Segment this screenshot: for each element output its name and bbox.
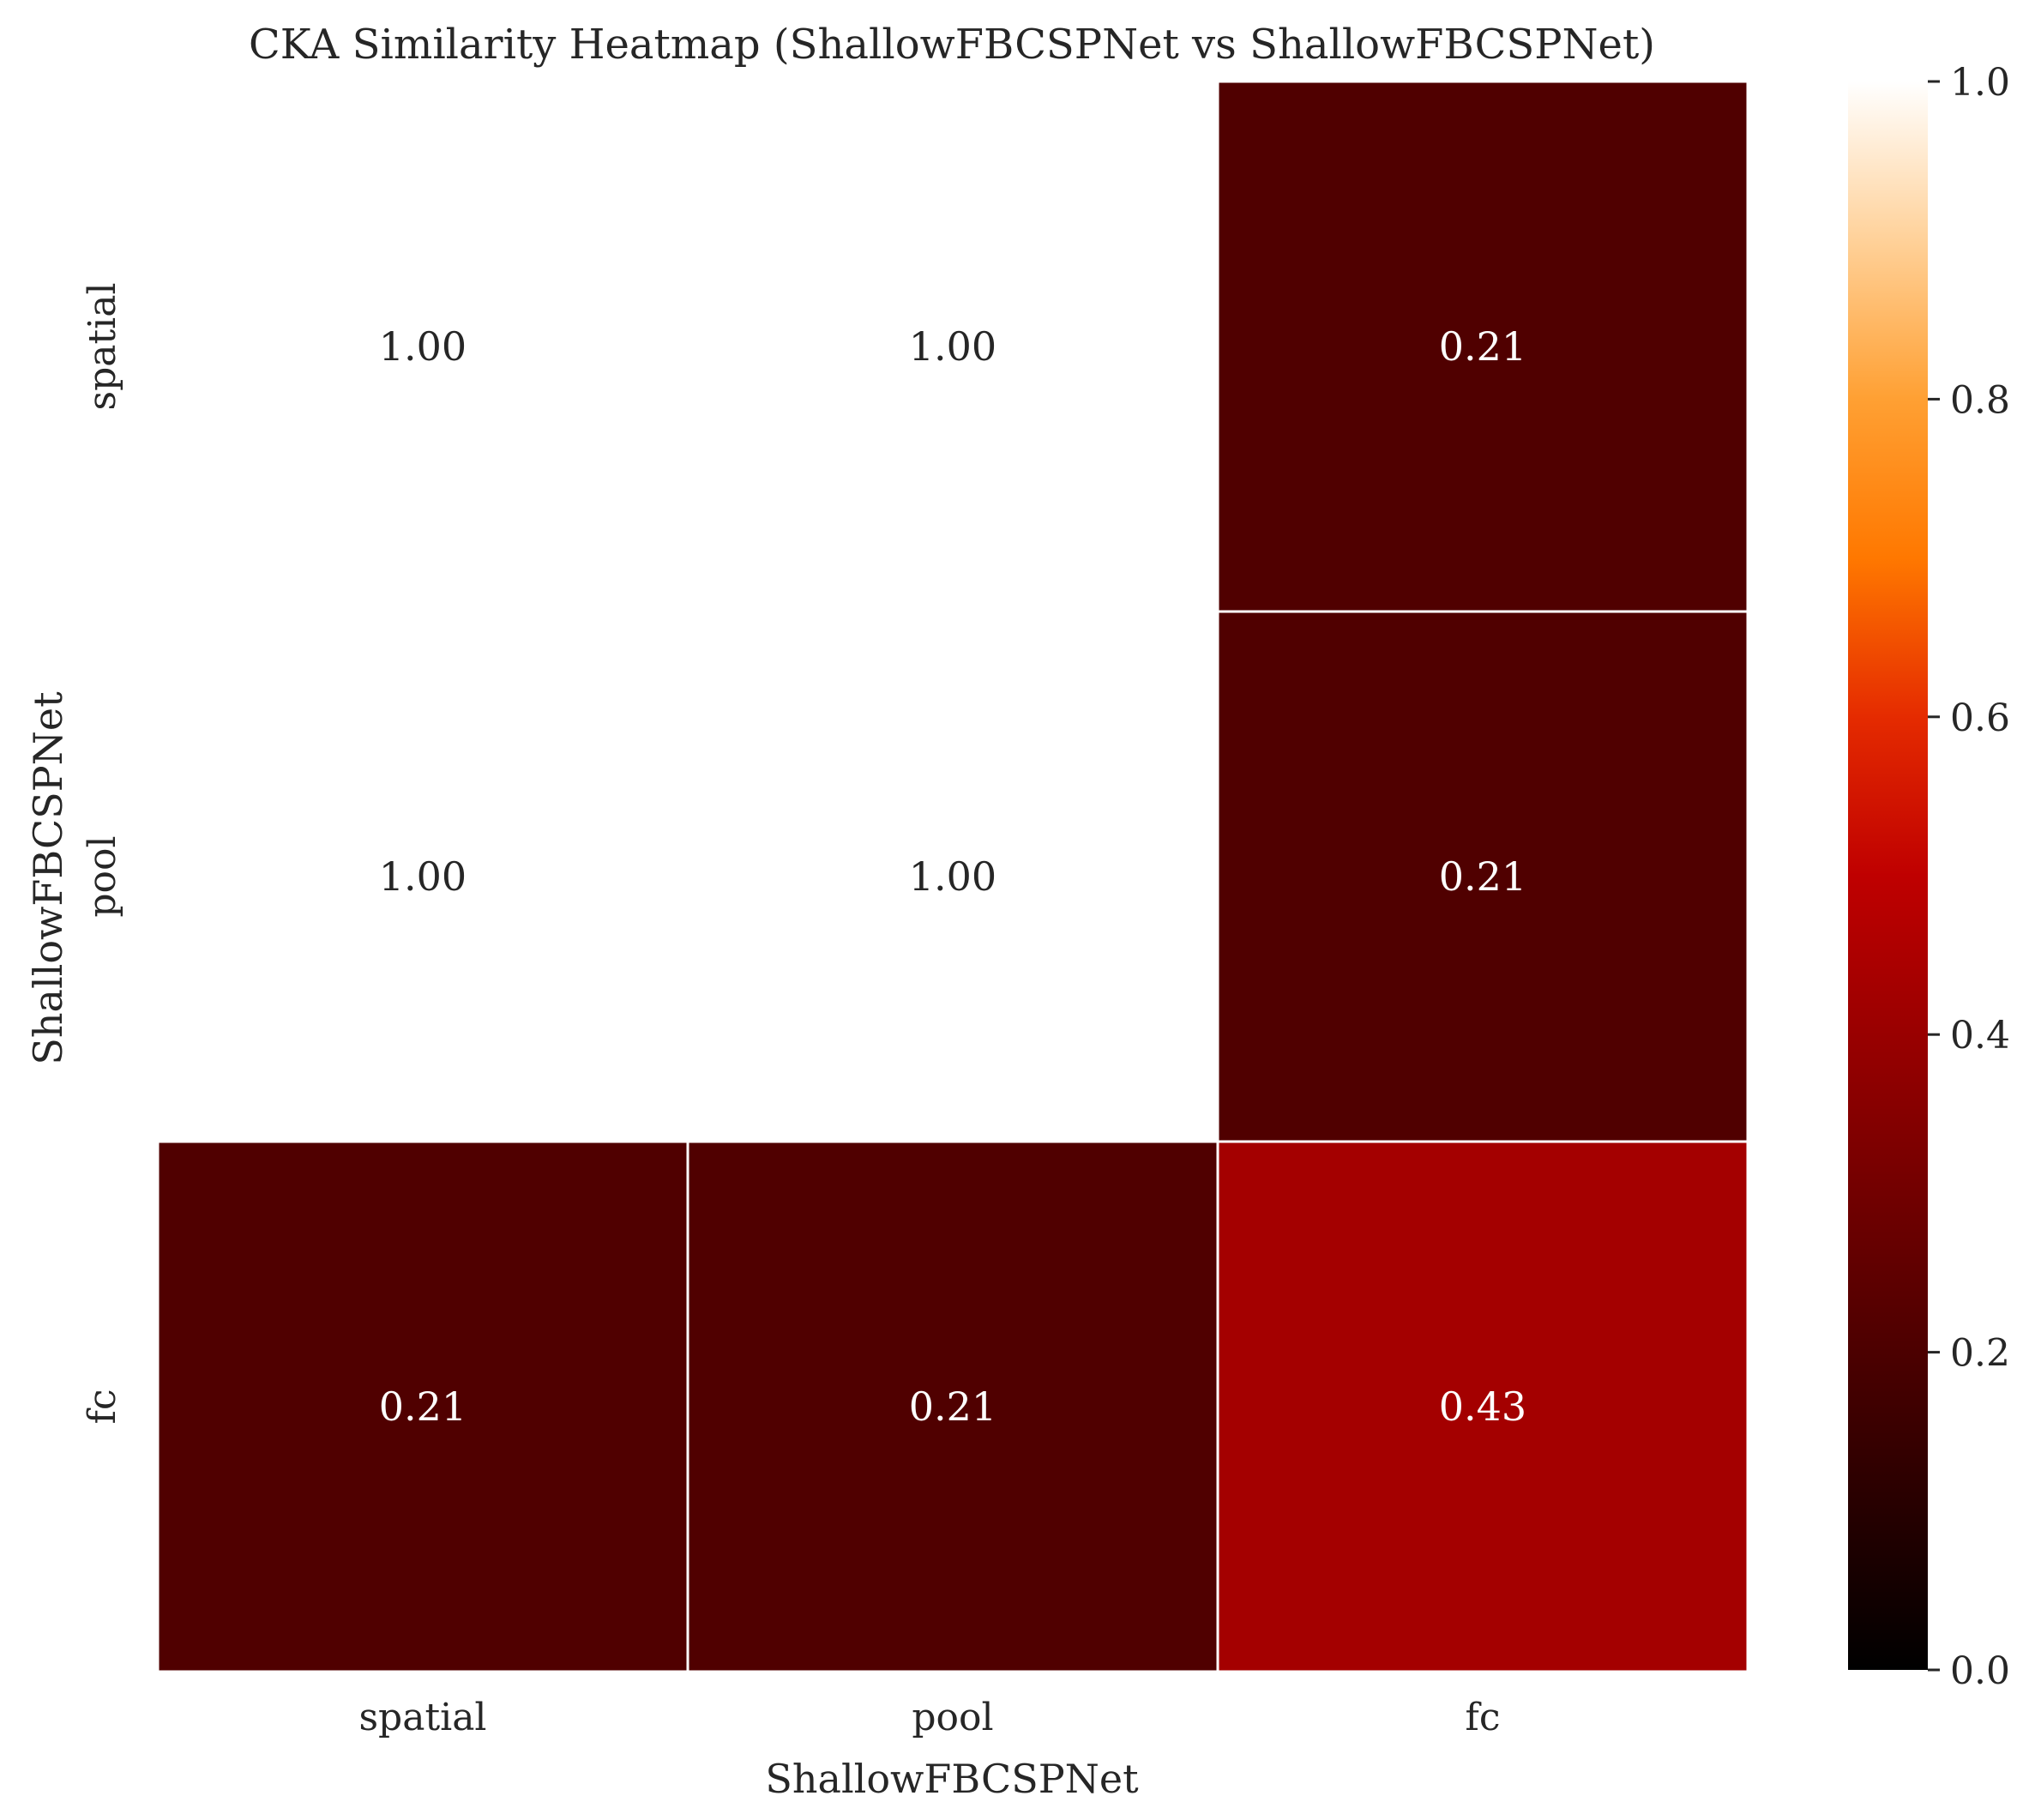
heatmap-cell [686, 80, 1219, 613]
heatmap-cell-value: 0.21 [1439, 323, 1526, 370]
heatmap-cell-value: 0.21 [909, 1383, 996, 1430]
colorbar-tick-label: 0.0 [1950, 1649, 2010, 1693]
heatmap-cell-value: 0.21 [379, 1383, 467, 1430]
y-tick-label: spatial [81, 282, 124, 410]
heatmap-cell-value: 0.21 [1439, 853, 1526, 900]
colorbar-tick-label: 0.2 [1950, 1332, 2010, 1376]
heatmap-cells [156, 80, 1749, 1673]
heatmap-cell [1216, 610, 1749, 1143]
colorbar-tick-label: 0.6 [1950, 696, 2010, 740]
y-axis-tick-labels: spatial pool fc [81, 282, 124, 1424]
heatmap-cell [156, 80, 689, 613]
y-axis-label: ShallowFBCSPNet [25, 691, 71, 1065]
colorbar [1848, 81, 1928, 1670]
heatmap-cell-labels: 1.00 1.00 0.21 1.00 1.00 0.21 0.21 0.21 0.43 [379, 323, 1526, 1430]
heatmap-cell-value: 1.00 [379, 323, 467, 370]
colorbar-tick-label: 1.0 [1950, 61, 2010, 105]
colorbar-tick-label: 0.4 [1950, 1014, 2010, 1058]
y-tick-label: pool [81, 835, 124, 917]
heatmap-cell [1216, 1140, 1749, 1673]
heatmap-cell-value: 0.43 [1439, 1383, 1526, 1430]
x-axis-label: ShallowFBCSPNet [765, 1756, 1139, 1802]
heatmap-cell [156, 610, 689, 1143]
heatmap-cell [1216, 80, 1749, 613]
colorbar-tick-label: 0.8 [1950, 378, 2010, 422]
x-tick-label: pool [912, 1696, 993, 1739]
heatmap-cell [686, 1140, 1219, 1673]
chart-title: CKA Similarity Heatmap (ShallowFBCSPNet … [249, 21, 1655, 69]
heatmap-cell-value: 1.00 [909, 323, 996, 370]
heatmap-cell-value: 1.00 [379, 853, 467, 900]
heatmap-cell-value: 1.00 [909, 853, 996, 900]
heatmap-cell [686, 610, 1219, 1143]
y-tick-label: fc [81, 1389, 124, 1425]
colorbar-ticks: 0.0 0.2 0.4 0.6 0.8 1.0 [1928, 61, 2010, 1693]
heatmap-cell [156, 1140, 689, 1673]
x-tick-label: fc [1466, 1696, 1501, 1739]
x-tick-label: spatial [358, 1696, 486, 1739]
x-axis-tick-labels: spatial pool fc [358, 1696, 1500, 1739]
